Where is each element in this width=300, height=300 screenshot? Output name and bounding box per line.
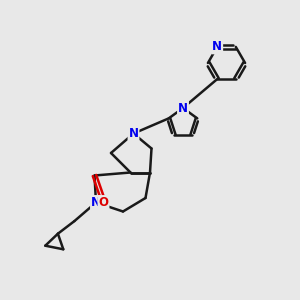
Text: N: N bbox=[128, 127, 139, 140]
Text: N: N bbox=[178, 101, 188, 115]
Text: N: N bbox=[91, 196, 101, 209]
Text: N: N bbox=[212, 40, 222, 53]
Text: O: O bbox=[98, 196, 109, 209]
